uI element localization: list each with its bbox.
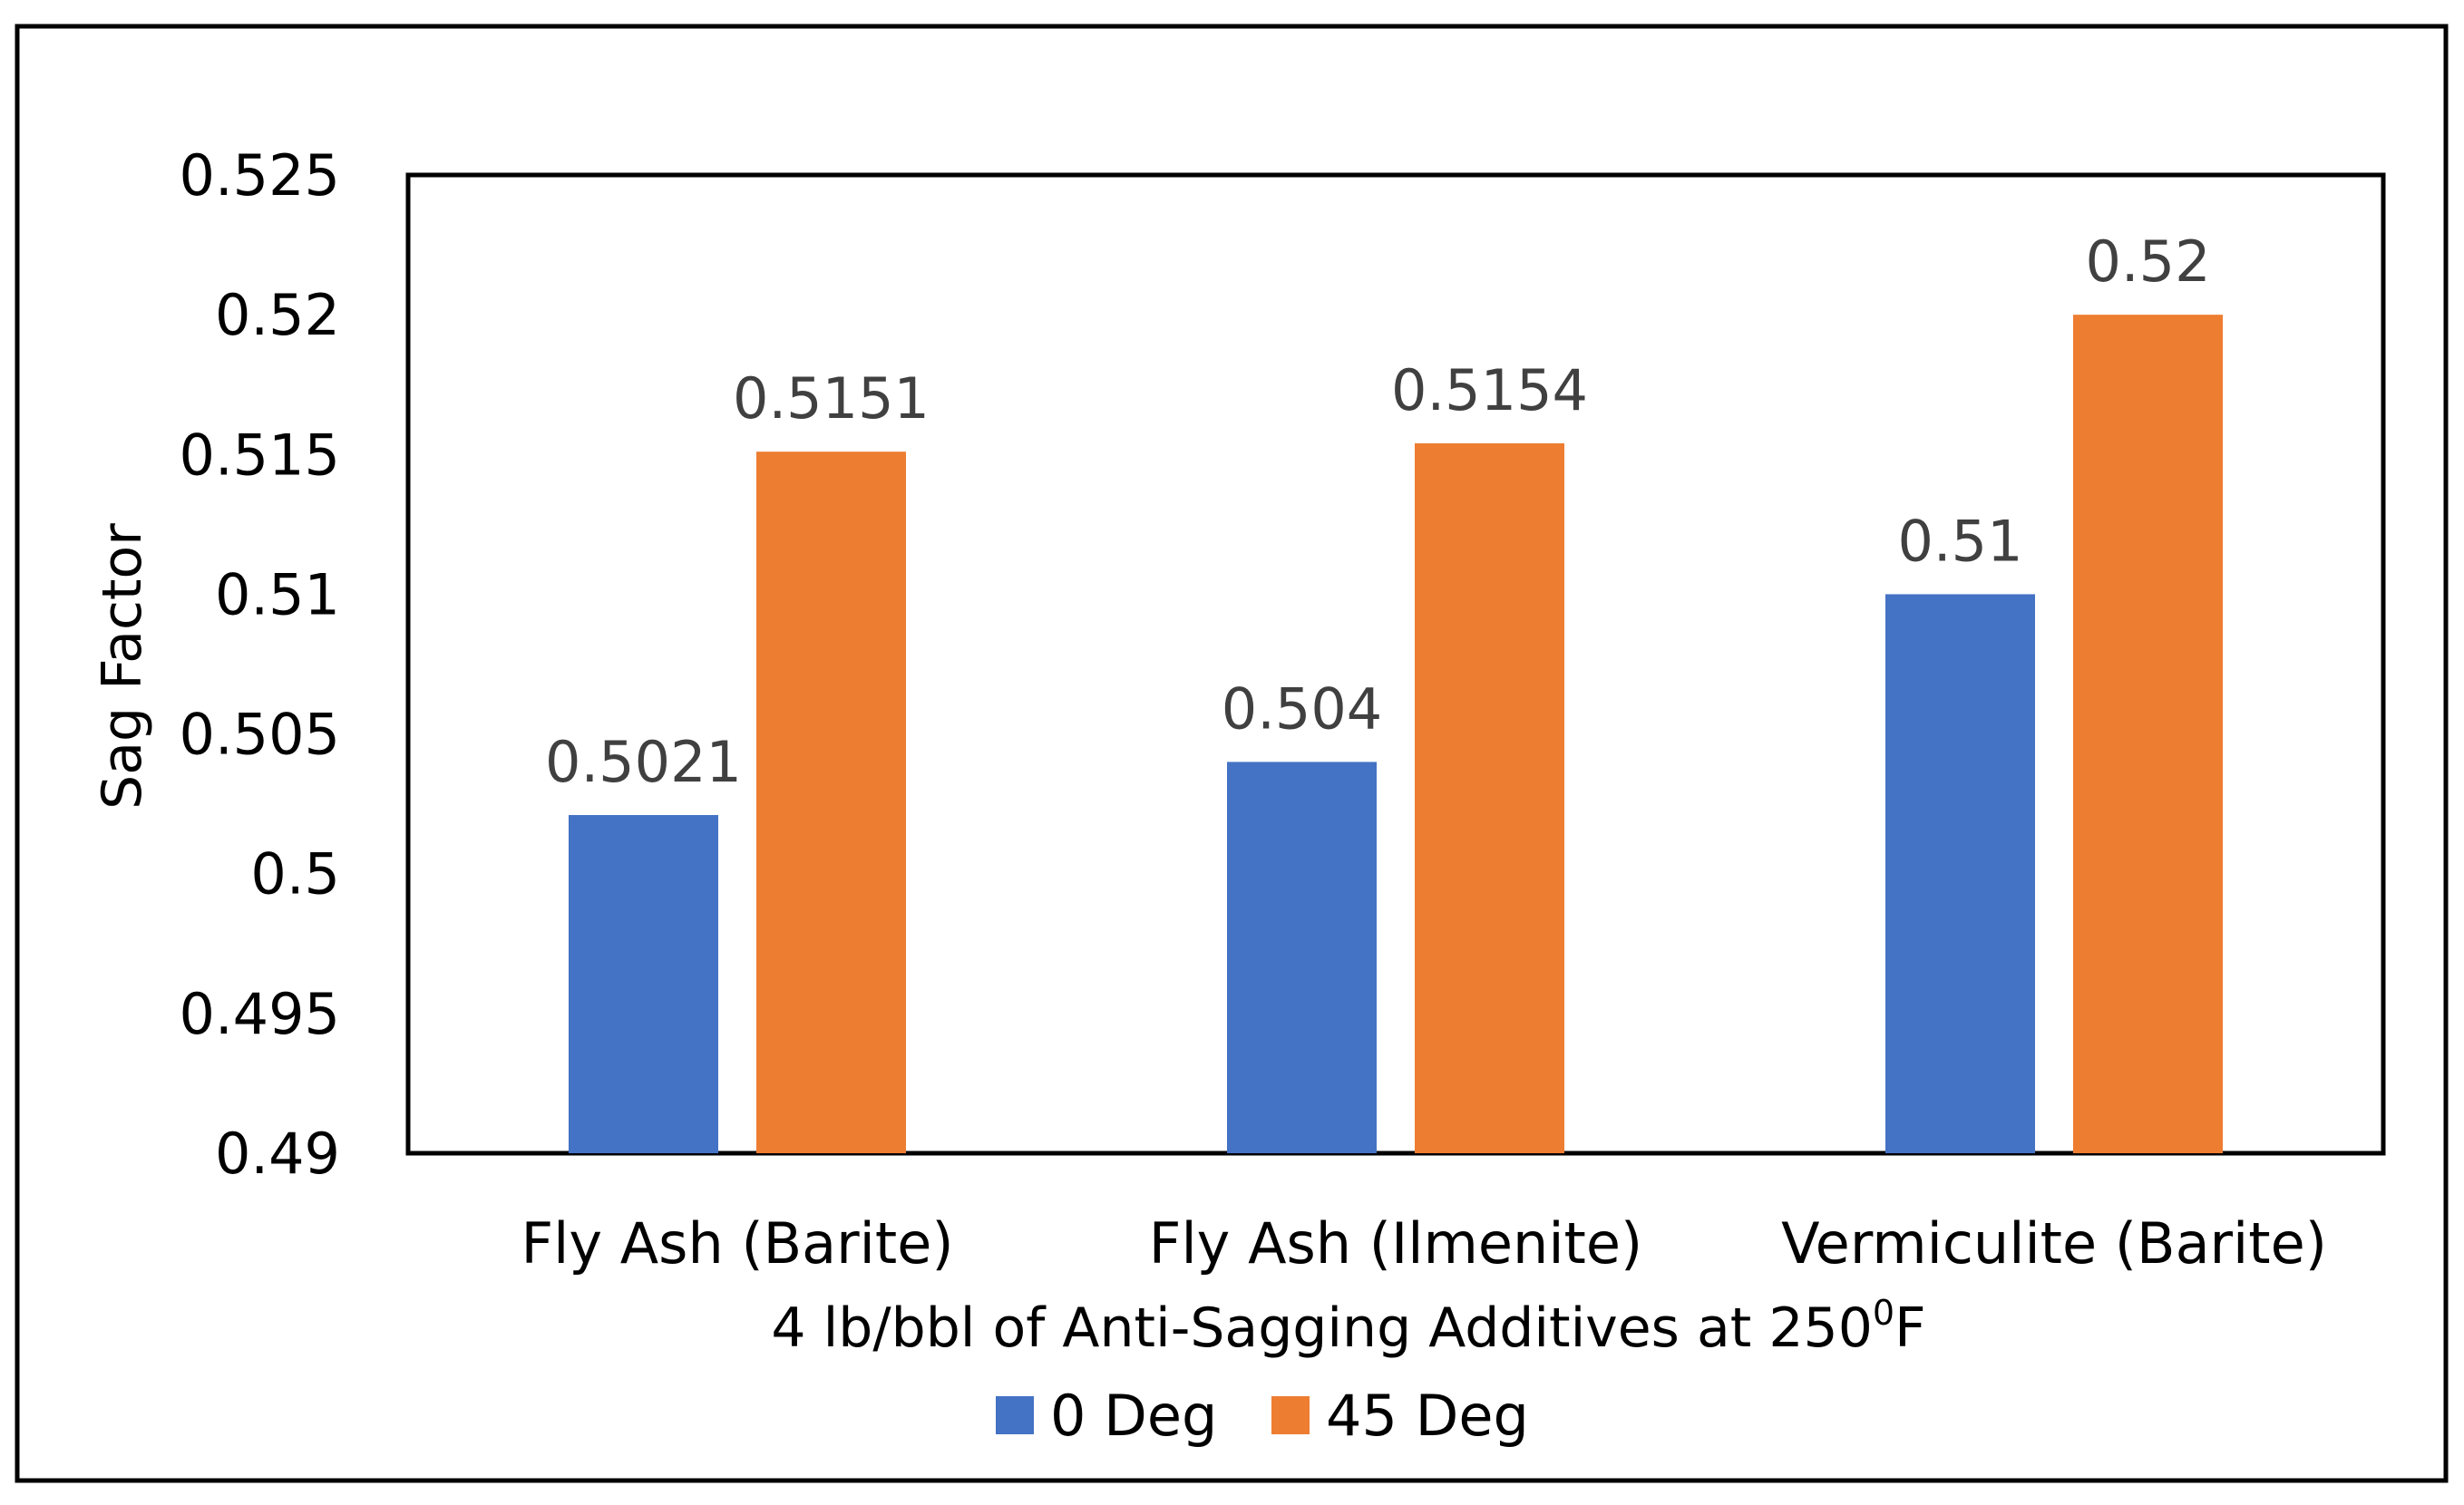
legend: 0 Deg 45 Deg bbox=[996, 1383, 1529, 1449]
bar-45-deg bbox=[2073, 315, 2223, 1154]
legend-label-45-deg: 45 Deg bbox=[1326, 1383, 1529, 1449]
data-label-0-deg: 0.5021 bbox=[545, 729, 742, 795]
y-tick-label: 0.505 bbox=[180, 702, 341, 768]
data-label-45-deg: 0.5151 bbox=[733, 365, 930, 432]
x-axis-title-main: 4 lb/bbl of Anti-Sagging Additives at 25… bbox=[771, 1296, 1873, 1360]
y-tick-label: 0.525 bbox=[180, 142, 341, 209]
bar-0-deg bbox=[569, 814, 718, 1153]
data-label-45-deg: 0.52 bbox=[2085, 228, 2210, 295]
bar-0-deg bbox=[1885, 594, 2035, 1153]
x-category-label: Fly Ash (Ilmenite) bbox=[1149, 1210, 1642, 1277]
y-tick-label: 0.49 bbox=[215, 1121, 340, 1187]
legend-label-0-deg: 0 Deg bbox=[1050, 1383, 1217, 1449]
data-label-0-deg: 0.504 bbox=[1222, 675, 1383, 742]
x-axis-title-superscript: 0 bbox=[1873, 1293, 1894, 1333]
data-label-45-deg: 0.5154 bbox=[1391, 357, 1588, 423]
y-tick-label: 0.5 bbox=[250, 841, 340, 908]
bar-45-deg bbox=[1415, 442, 1564, 1153]
bar-45-deg bbox=[756, 452, 906, 1153]
y-axis-title: Sag Factor bbox=[91, 523, 154, 810]
bars bbox=[569, 315, 2223, 1154]
y-tick-label: 0.51 bbox=[215, 561, 340, 627]
x-category-label: Vermiculite (Barite) bbox=[1781, 1210, 2327, 1277]
x-axis-category-labels: Fly Ash (Barite) Fly Ash (Ilmenite) Vermic… bbox=[521, 1210, 2326, 1277]
legend-swatch-0-deg bbox=[996, 1396, 1034, 1434]
x-category-label: Fly Ash (Barite) bbox=[521, 1210, 953, 1277]
data-label-0-deg: 0.51 bbox=[1897, 508, 2022, 574]
y-tick-label: 0.515 bbox=[180, 422, 341, 488]
plot-area bbox=[405, 172, 2386, 1156]
data-labels: 0.5021 0.5151 0.504 0.5154 0.51 0.52 bbox=[545, 228, 2211, 795]
legend-swatch-45-deg bbox=[1271, 1396, 1310, 1434]
y-tick-label: 0.495 bbox=[180, 981, 341, 1047]
x-axis-title: 4 lb/bbl of Anti-Sagging Additives at 25… bbox=[771, 1293, 1925, 1360]
x-axis-title-suffix: F bbox=[1894, 1296, 1926, 1360]
y-axis-ticks: 0.49 0.495 0.5 0.505 0.51 0.515 0.52 0.525 bbox=[180, 142, 341, 1187]
bar-0-deg bbox=[1227, 762, 1377, 1153]
figure-border bbox=[15, 24, 2449, 1483]
y-tick-label: 0.52 bbox=[215, 282, 340, 348]
